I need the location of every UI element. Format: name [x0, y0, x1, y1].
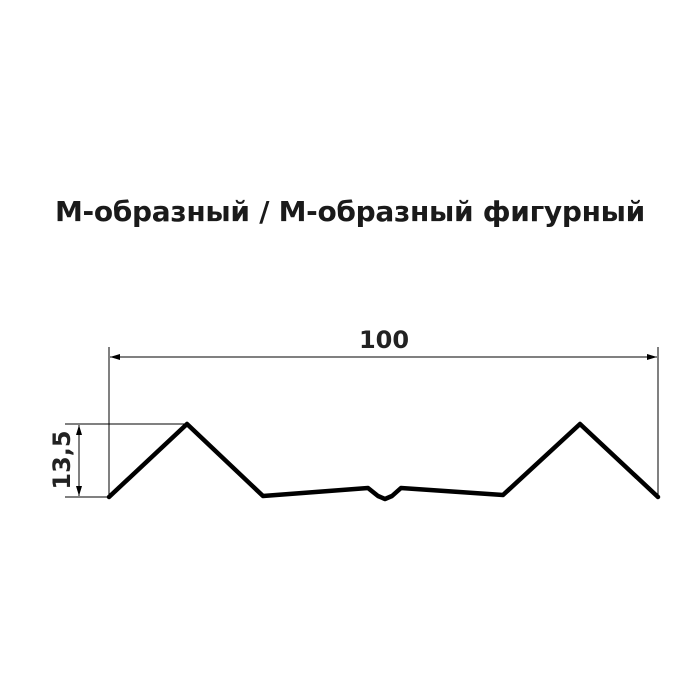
m-profile-shape — [106, 421, 661, 502]
height-label: 13,5 — [48, 430, 76, 489]
diagram-title: М-образный / М-образный фигурный — [54, 195, 645, 228]
width-label: 100 — [359, 326, 409, 354]
